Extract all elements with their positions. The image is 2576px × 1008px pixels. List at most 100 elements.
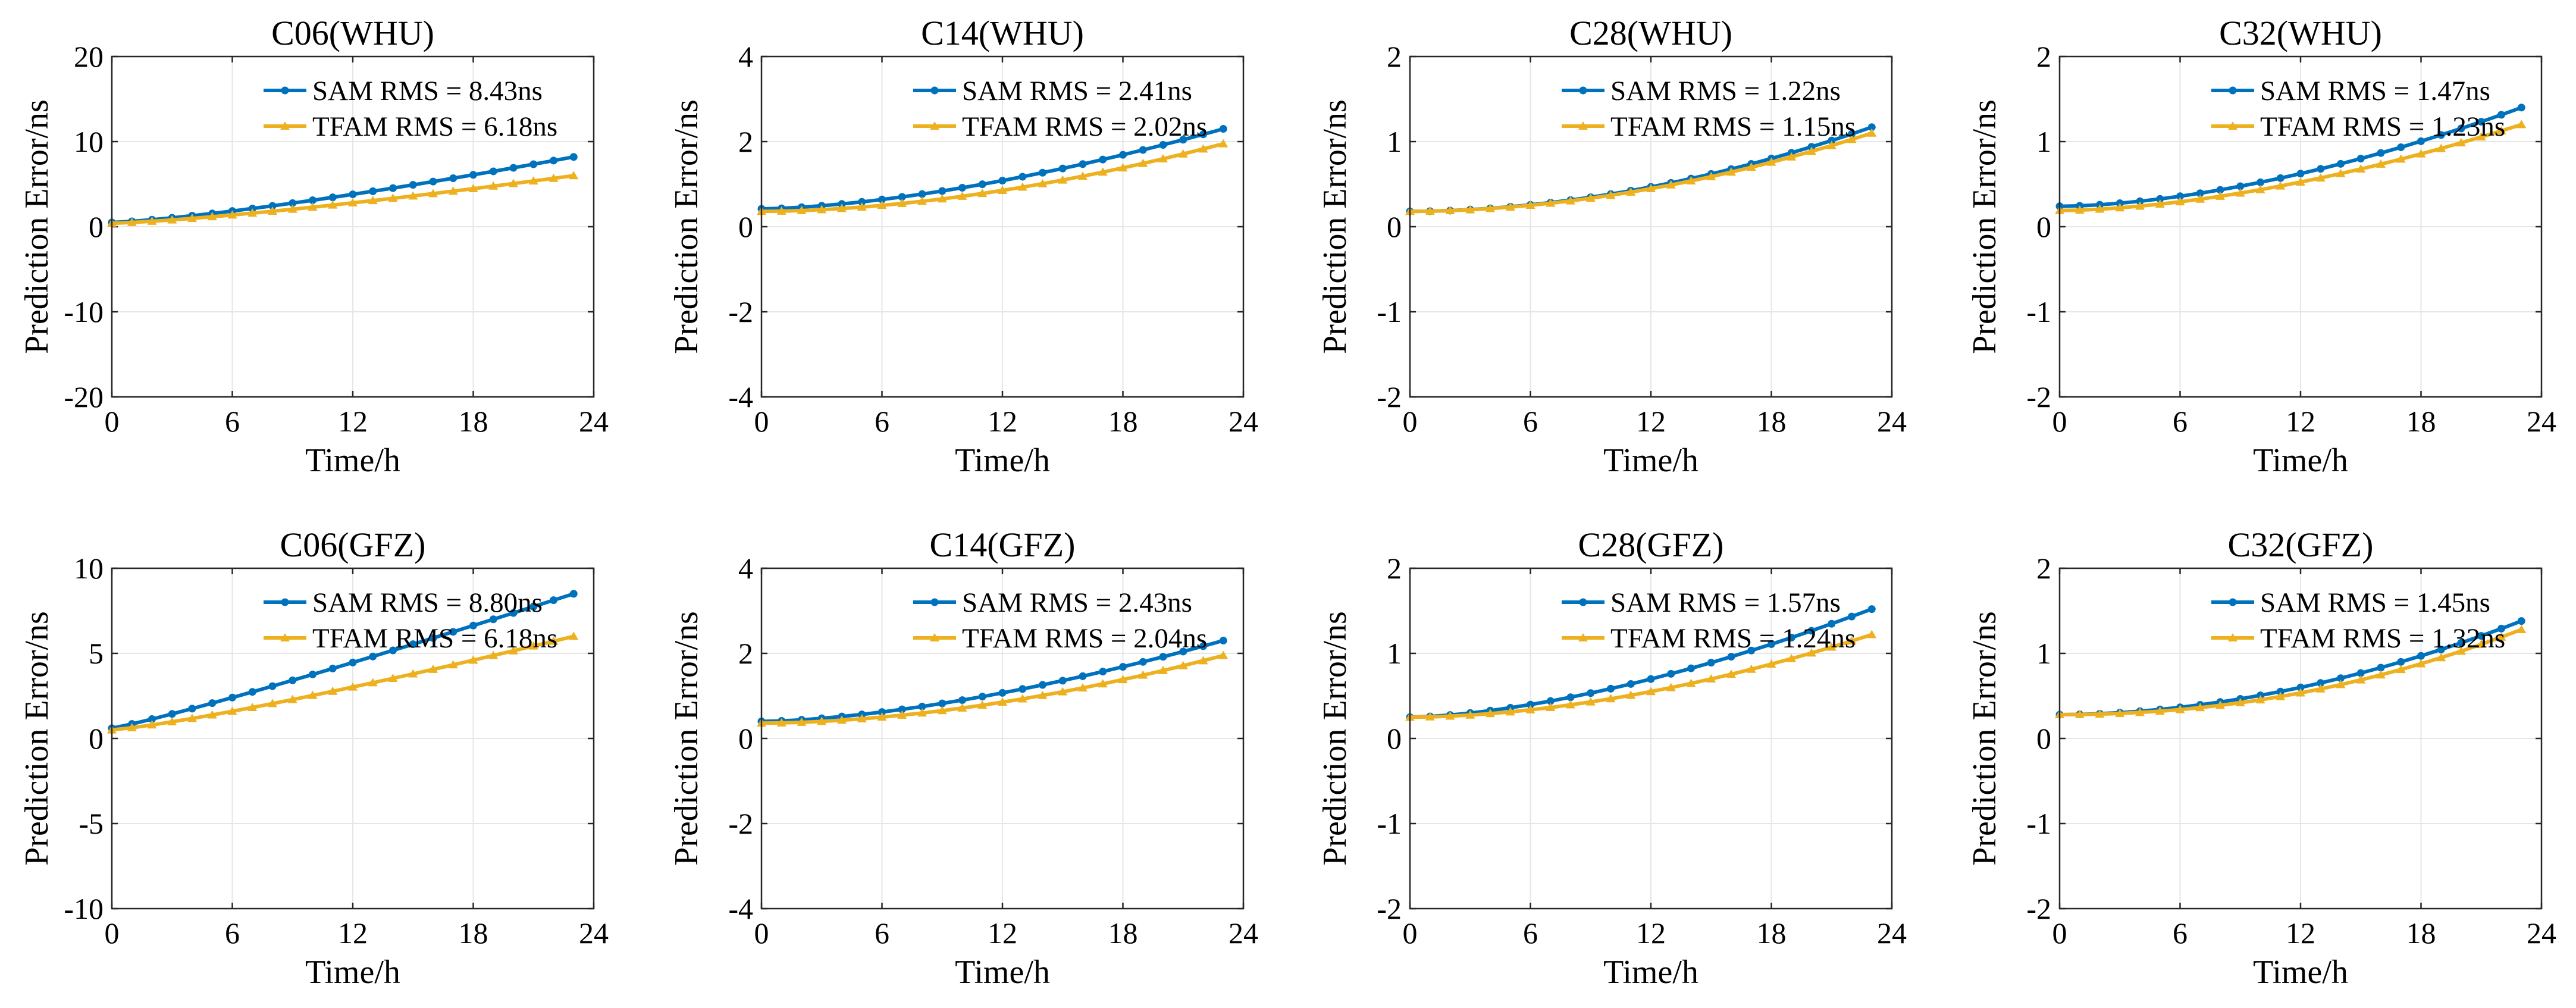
data-point	[2315, 684, 2326, 693]
data-point	[1445, 711, 1455, 720]
data-point	[167, 717, 177, 726]
data-point	[918, 702, 926, 710]
data-point	[1058, 677, 1067, 685]
legend-marker	[2228, 633, 2237, 641]
data-point	[550, 156, 557, 165]
data-point	[937, 194, 947, 203]
data-point	[2095, 204, 2105, 213]
data-point	[776, 718, 786, 727]
y-axis-label: Prediction Error/ns	[18, 99, 55, 354]
y-tick-label: -2	[1377, 892, 1402, 925]
data-point	[878, 195, 886, 204]
y-tick-label: 5	[89, 637, 104, 670]
data-point	[1707, 659, 1715, 667]
data-point	[528, 641, 538, 650]
data-point	[1039, 681, 1046, 689]
data-point	[228, 693, 236, 702]
data-point	[1219, 125, 1227, 133]
legend-label: TFAM RMS = 6.18ns	[312, 623, 557, 654]
data-point	[2416, 659, 2426, 668]
data-point	[978, 693, 986, 701]
data-point	[148, 715, 156, 723]
data-point	[328, 200, 338, 209]
data-point	[1465, 205, 1475, 214]
x-tick-label: 0	[754, 916, 769, 950]
data-point	[2437, 131, 2445, 139]
subplot-7: 0 6 12 18 24-2-1012C32(GFZ)Time/hPrediction …	[1966, 525, 2556, 991]
legend-label: SAM RMS = 1.22ns	[1610, 76, 1841, 107]
data-point	[509, 646, 518, 655]
legend-label: SAM RMS = 1.57ns	[1610, 587, 1841, 618]
x-tick-label: 24	[1877, 405, 1907, 438]
y-axis-label: Prediction Error/ns	[668, 99, 705, 354]
data-point	[208, 699, 217, 708]
x-tick-label: 24	[1877, 916, 1907, 950]
x-tick-label: 18	[459, 405, 488, 438]
data-point	[1178, 660, 1188, 669]
data-point	[1726, 669, 1736, 678]
x-tick-label: 6	[1523, 405, 1538, 438]
data-point	[207, 212, 217, 221]
series-line-tfam	[2059, 628, 2522, 716]
x-tick-label: 0	[1403, 405, 1418, 438]
y-tick-label: 10	[74, 125, 104, 158]
data-point	[388, 193, 398, 202]
x-tick-label: 24	[2527, 916, 2556, 950]
data-point	[1826, 140, 1837, 149]
plot-title: C32(WHU)	[2219, 14, 2382, 52]
series-line-tfam	[761, 142, 1224, 214]
data-point	[348, 682, 358, 691]
y-tick-label: 0	[89, 210, 104, 243]
data-point	[998, 697, 1007, 706]
x-axis-label: Time/h	[305, 954, 400, 991]
data-point	[857, 713, 867, 722]
data-point	[2155, 199, 2165, 208]
data-point	[167, 215, 177, 224]
data-point	[389, 184, 397, 192]
y-tick-label: 2	[2036, 552, 2051, 585]
data-point	[1058, 687, 1068, 696]
x-tick-label: 6	[875, 916, 889, 950]
data-point	[776, 206, 786, 215]
data-point	[2497, 624, 2505, 633]
data-point	[1098, 679, 1108, 688]
data-point	[2456, 137, 2466, 146]
data-point	[368, 678, 378, 687]
data-point	[2376, 670, 2386, 679]
data-point	[2296, 170, 2305, 178]
x-tick-label: 24	[1229, 405, 1258, 438]
data-point	[2517, 104, 2525, 112]
data-point	[2337, 159, 2345, 168]
y-tick-label: 0	[89, 722, 104, 755]
data-point	[1525, 705, 1535, 713]
axes-box	[2058, 567, 2543, 910]
data-point	[2356, 154, 2365, 162]
data-point	[2135, 708, 2145, 716]
data-point	[268, 682, 277, 690]
data-point	[2296, 683, 2305, 691]
data-point	[1807, 146, 1816, 155]
plot-title: C06(GFZ)	[280, 525, 426, 564]
data-point	[2236, 182, 2245, 190]
legend: SAM RMS = 1.45ns TFAM RMS = 1.32ns	[2211, 587, 2505, 654]
y-tick-label: -10	[64, 295, 104, 328]
series-line-tfam	[111, 634, 575, 732]
y-tick-label: -2	[2026, 892, 2051, 925]
y-tick-label: 10	[74, 552, 104, 585]
data-point	[2235, 188, 2245, 197]
x-tick-label: 24	[1229, 916, 1258, 950]
data-point	[187, 713, 197, 722]
legend-label: TFAM RMS = 2.02ns	[962, 111, 1207, 142]
data-point	[2356, 669, 2365, 677]
data-point	[2136, 197, 2144, 205]
data-point	[469, 621, 477, 630]
data-point	[1159, 653, 1167, 661]
y-tick-label: 2	[1387, 552, 1402, 585]
data-point	[2416, 149, 2426, 158]
data-point	[309, 670, 316, 678]
x-tick-label: 18	[1757, 405, 1787, 438]
data-point	[2115, 708, 2125, 717]
data-point	[1486, 204, 1495, 212]
legend-label: SAM RMS = 2.41ns	[962, 76, 1192, 107]
data-point	[2235, 698, 2245, 707]
